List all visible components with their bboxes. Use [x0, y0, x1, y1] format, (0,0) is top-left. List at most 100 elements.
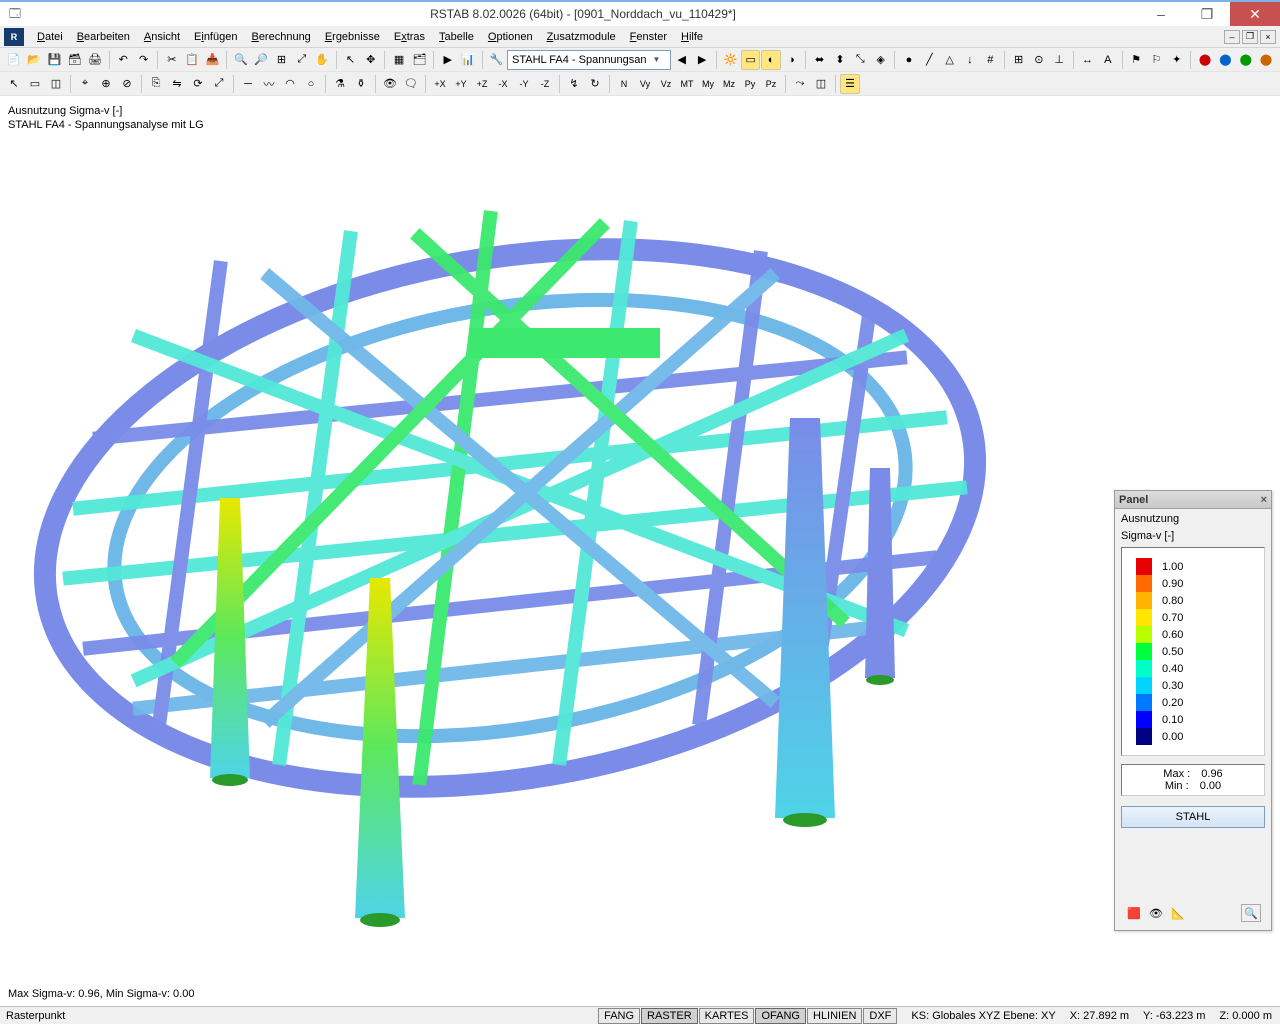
view-z-icon[interactable]: ⤡	[851, 50, 870, 70]
info1-icon[interactable]: ⬤	[1216, 50, 1235, 70]
select-icon[interactable]: ↖	[341, 50, 360, 70]
select-touch-icon[interactable]: ◫	[46, 74, 66, 94]
menu-berechnung[interactable]: Berechnung	[244, 29, 317, 45]
view-y-icon[interactable]: ⬍	[830, 50, 849, 70]
toggle-raster[interactable]: RASTER	[641, 1008, 698, 1024]
snap-icon[interactable]: ⊙	[1029, 50, 1048, 70]
r-mz-icon[interactable]: Mz	[719, 74, 739, 94]
module-combo[interactable]: STAHL FA4 - Spannungsan▼	[507, 50, 671, 70]
menu-ergebnisse[interactable]: Ergebnisse	[318, 29, 387, 45]
zoom-in-icon[interactable]: 🔍	[231, 50, 250, 70]
open-file-icon[interactable]: 📂	[24, 50, 43, 70]
pick-icon[interactable]: ⌖	[75, 74, 95, 94]
moment-icon[interactable]: ↻	[585, 74, 605, 94]
menu-ansicht[interactable]: Ansicht	[137, 29, 187, 45]
copy-icon[interactable]: 📋	[183, 50, 202, 70]
r-pz-icon[interactable]: Pz	[761, 74, 781, 94]
info3-icon[interactable]: ⬤	[1256, 50, 1275, 70]
menu-fenster[interactable]: Fenster	[623, 29, 674, 45]
view-x-icon[interactable]: ⬌	[810, 50, 829, 70]
mirror-icon[interactable]: ⇋	[167, 74, 187, 94]
zoom-out-icon[interactable]: 🔎	[252, 50, 271, 70]
mdi-close[interactable]: ×	[1260, 30, 1276, 44]
toggle-dxf[interactable]: DXF	[863, 1008, 897, 1024]
support-icon[interactable]: △	[940, 50, 959, 70]
panel-zoom-icon[interactable]: 🔍	[1241, 904, 1261, 922]
undo-icon[interactable]: ↶	[114, 50, 133, 70]
axis-x-icon[interactable]: +X	[430, 74, 450, 94]
mdi-restore[interactable]: ❐	[1242, 30, 1258, 44]
panel-scale-icon[interactable]: 📐	[1169, 905, 1187, 921]
select-arrow-icon[interactable]: ↖	[4, 74, 24, 94]
print-icon[interactable]: 🖨	[85, 50, 104, 70]
panel-view-icon[interactable]: 👁	[1147, 905, 1165, 921]
show-icon[interactable]: 🗨	[401, 74, 421, 94]
r-my-icon[interactable]: My	[698, 74, 718, 94]
r-vy-icon[interactable]: Vy	[635, 74, 655, 94]
navigator-icon[interactable]: 🗂	[410, 50, 429, 70]
zoom-window-icon[interactable]: ⊞	[272, 50, 291, 70]
arc-icon[interactable]: ◠	[280, 74, 300, 94]
axis-nx-icon[interactable]: -X	[493, 74, 513, 94]
render-icon[interactable]: 🔆	[721, 50, 740, 70]
menu-einfuegen[interactable]: Einfügen	[187, 29, 244, 45]
axis-z-icon[interactable]: +Z	[472, 74, 492, 94]
shade-icon[interactable]: ◑	[782, 50, 801, 70]
pick-node-icon[interactable]: ⊕	[96, 74, 116, 94]
line-icon[interactable]: ─	[238, 74, 258, 94]
scale-icon[interactable]: ⤢	[209, 74, 229, 94]
toggle-fang[interactable]: FANG	[598, 1008, 640, 1024]
r-n-icon[interactable]: N	[614, 74, 634, 94]
diagram-icon[interactable]: ◫	[811, 74, 831, 94]
move-icon[interactable]: ✥	[361, 50, 380, 70]
redo-icon[interactable]: ↷	[134, 50, 153, 70]
panel-palette-icon[interactable]: 🟥	[1125, 905, 1143, 921]
results-icon[interactable]: 📊	[458, 50, 477, 70]
viewport[interactable]: Ausnutzung Sigma-v [-] STAHL FA4 - Spann…	[0, 98, 1280, 1006]
new-file-icon[interactable]: 📄	[4, 50, 23, 70]
pan-icon[interactable]: ✋	[313, 50, 332, 70]
filter1-icon[interactable]: ⚗	[330, 74, 350, 94]
numbering-icon[interactable]: #	[981, 50, 1000, 70]
panel-close-icon[interactable]: ×	[1261, 494, 1267, 506]
table-icon[interactable]: ▦	[389, 50, 408, 70]
menu-zusatzmodule[interactable]: Zusatzmodule	[540, 29, 623, 45]
minimize-button[interactable]: –	[1138, 2, 1184, 26]
hide-icon[interactable]: 👁	[380, 74, 400, 94]
menu-extras[interactable]: Extras	[387, 29, 432, 45]
rotate-icon[interactable]: ⟳	[188, 74, 208, 94]
menu-hilfe[interactable]: Hilfe	[674, 29, 710, 45]
calc-icon[interactable]: ▶	[438, 50, 457, 70]
axis-ny-icon[interactable]: -Y	[514, 74, 534, 94]
misc2-icon[interactable]: ⚐	[1147, 50, 1166, 70]
r-mt-icon[interactable]: MT	[677, 74, 697, 94]
help-icon[interactable]: ⬤	[1195, 50, 1214, 70]
close-button[interactable]: ✕	[1230, 2, 1280, 26]
misc1-icon[interactable]: ⚑	[1126, 50, 1145, 70]
r-py-icon[interactable]: Py	[740, 74, 760, 94]
module-icon[interactable]: 🔧	[487, 50, 506, 70]
toggle-ofang[interactable]: OFANG	[755, 1008, 806, 1024]
menu-bearbeiten[interactable]: Bearbeiten	[70, 29, 137, 45]
info2-icon[interactable]: ⬤	[1236, 50, 1255, 70]
misc3-icon[interactable]: ✦	[1167, 50, 1186, 70]
menu-optionen[interactable]: Optionen	[481, 29, 540, 45]
r-vz-icon[interactable]: Vz	[656, 74, 676, 94]
maximize-button[interactable]: ❐	[1184, 2, 1230, 26]
select-box-icon[interactable]: ▭	[25, 74, 45, 94]
next-icon[interactable]: ▶	[692, 50, 711, 70]
zoom-extents-icon[interactable]: ⤢	[292, 50, 311, 70]
filter2-icon[interactable]: ⚱	[351, 74, 371, 94]
member-icon[interactable]: ╱	[920, 50, 939, 70]
solid-icon[interactable]: ◐	[761, 50, 780, 70]
polyline-icon[interactable]: 〰	[259, 74, 279, 94]
save-all-icon[interactable]: 🗃	[65, 50, 84, 70]
pick-member-icon[interactable]: ⊘	[117, 74, 137, 94]
iso-icon[interactable]: ◈	[871, 50, 890, 70]
node-icon[interactable]: ●	[899, 50, 918, 70]
copy2-icon[interactable]: ⎘	[146, 74, 166, 94]
axis-nz-icon[interactable]: -Z	[535, 74, 555, 94]
dim-icon[interactable]: ↔	[1078, 50, 1097, 70]
mdi-minimize[interactable]: –	[1224, 30, 1240, 44]
wireframe-icon[interactable]: ▭	[741, 50, 760, 70]
